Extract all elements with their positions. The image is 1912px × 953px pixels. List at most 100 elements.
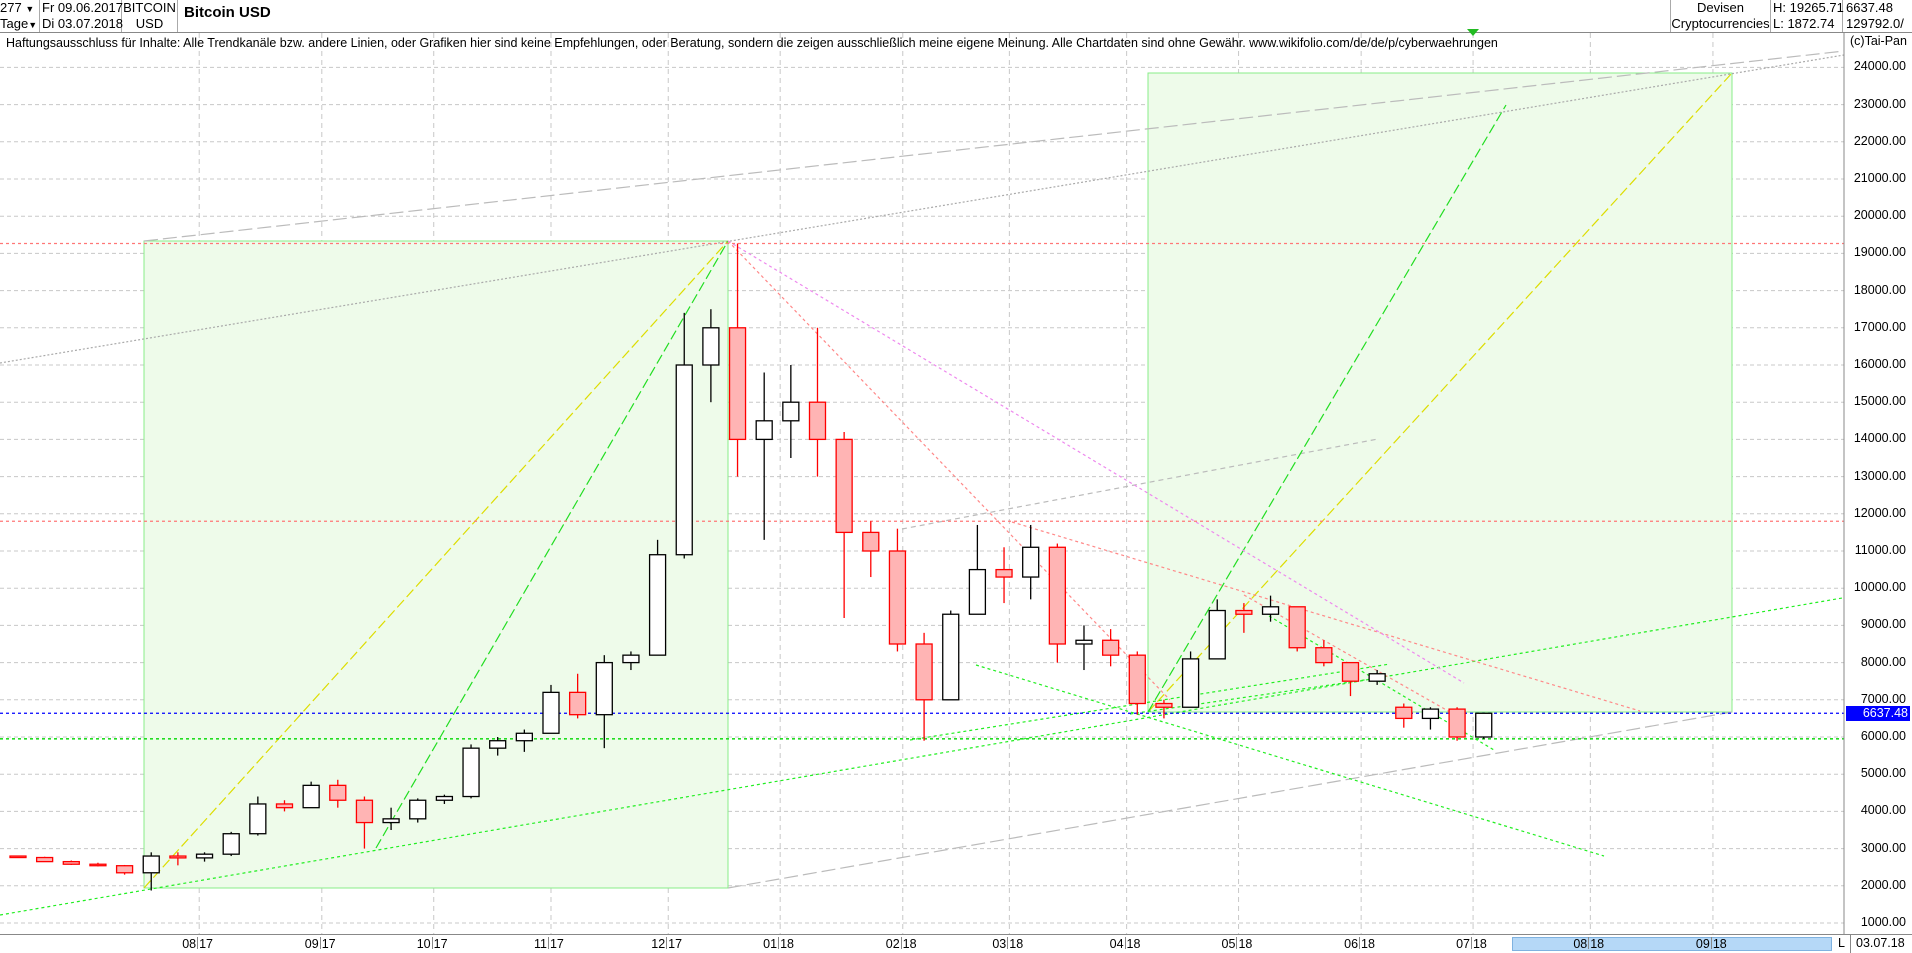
trendline-gray-upper[interactable]: [143, 50, 1845, 242]
candle: [1315, 640, 1333, 667]
candle-body: [115, 865, 134, 874]
bar-count: 277: [0, 0, 22, 15]
range-flag[interactable]: L: [1838, 936, 1845, 950]
candle-body: [382, 818, 400, 824]
candle: [728, 243, 747, 477]
candle-body: [35, 856, 54, 863]
candle-body: [1315, 647, 1333, 664]
candle: [489, 737, 507, 756]
tick-month: 05: [1221, 937, 1236, 951]
tick-mark: [778, 937, 780, 949]
candle: [1128, 651, 1146, 715]
candle: [249, 796, 267, 836]
candle-body: [648, 554, 667, 656]
trendline-green-2[interactable]: [1147, 104, 1507, 713]
tick-month: 04: [1109, 937, 1124, 951]
tick-mark: [1124, 937, 1126, 949]
candle-body: [302, 784, 320, 809]
candle: [115, 864, 134, 875]
time-tick-label: 04 18: [1109, 937, 1141, 951]
interval-dropdown[interactable]: Tage▼: [0, 16, 39, 32]
candle: [542, 684, 560, 734]
date-range[interactable]: Fr 09.06.2017 Di 03.07.2018: [40, 0, 123, 32]
trendline-green-1[interactable]: [375, 240, 729, 849]
candle: [302, 781, 320, 809]
candle-body: [329, 784, 347, 801]
time-tick-label: 07 18: [1456, 937, 1487, 951]
candle-body: [249, 803, 267, 835]
price-tick-label: 4000.00: [1860, 803, 1906, 818]
candle: [1261, 595, 1280, 622]
support-line-long[interactable]: [0, 585, 1912, 916]
high-low: H: 19265.71 L: 1872.74: [1771, 0, 1844, 32]
period-selector[interactable]: 277 ▼ Tage▼: [0, 0, 40, 32]
trendline-yellow-1[interactable]: [143, 240, 729, 889]
candle: [89, 862, 107, 867]
tick-mark: [1359, 937, 1361, 949]
candle: [515, 729, 533, 752]
candle: [808, 327, 827, 477]
bar-count-dropdown[interactable]: 277 ▼: [0, 0, 39, 16]
candle: [1341, 661, 1360, 697]
tick-month: 07: [1456, 937, 1470, 951]
resistance-red-1[interactable]: [727, 240, 1171, 701]
candle-body: [489, 740, 507, 749]
tick-month: 09: [304, 937, 319, 951]
price-tick-label: 12000.00: [1853, 505, 1906, 520]
tick-month: 03: [992, 937, 1007, 951]
candle: [355, 796, 374, 849]
resistance-pink[interactable]: [727, 240, 1465, 684]
candle: [888, 528, 907, 652]
candle: [1448, 707, 1466, 741]
tick-year: 18: [780, 937, 794, 951]
resistance-red-2[interactable]: [1011, 521, 1641, 712]
time-tick-label: 12 17: [651, 937, 682, 951]
candle: [1395, 703, 1413, 728]
price-tick-label: 16000.00: [1853, 357, 1906, 371]
candle-body: [169, 855, 187, 859]
channel-line-down-1[interactable]: [975, 664, 1605, 857]
candle-body: [275, 803, 294, 809]
trendline-gray-lower[interactable]: [727, 711, 1733, 889]
price-tick-label: 11000.00: [1854, 543, 1906, 557]
from-date[interactable]: Fr 09.06.2017: [42, 0, 123, 15]
to-date[interactable]: Di 03.07.2018: [42, 16, 123, 31]
candle: [275, 800, 294, 812]
support-line-feb[interactable]: [909, 663, 1391, 741]
candle: [835, 431, 853, 618]
price-tick-label: 6000.00: [1860, 729, 1906, 743]
chevron-down-icon: ▼: [28, 20, 38, 30]
tick-year: 17: [433, 937, 448, 951]
resistance-red-3[interactable]: [1243, 594, 1465, 721]
candle-body: [515, 732, 533, 742]
tick-mark: [1236, 937, 1238, 949]
time-range-scrollbar[interactable]: [1512, 937, 1832, 951]
candle: [1421, 707, 1440, 730]
candle-body: [142, 855, 160, 874]
price-tick-label: 24000.00: [1853, 59, 1906, 74]
candle: [1101, 629, 1120, 667]
candle-body: [595, 661, 613, 716]
time-tick-label: 09 18: [1696, 937, 1727, 951]
time-axis[interactable]: 08 17 09 17 10 17 11 17 12 17 01 18 02 18 03 18 04 18 05 18…: [0, 934, 1912, 953]
tick-mark: [1470, 937, 1472, 949]
time-tick-label: 10 17: [417, 937, 448, 951]
candle-body: [568, 691, 587, 716]
candle-body: [942, 613, 960, 701]
candle-body: [995, 568, 1013, 578]
candle: [35, 856, 54, 863]
tick-year: 18: [1126, 937, 1141, 951]
candle-body: [1101, 639, 1120, 656]
trendline-yellow-2[interactable]: [1147, 72, 1733, 713]
tick-mark: [1588, 937, 1590, 949]
trendline-gray-dotted[interactable]: [0, 54, 1845, 364]
price-tick-label: 1000.00: [1860, 915, 1906, 929]
candle: [622, 651, 640, 671]
candle: [595, 655, 613, 749]
price-tick-label: 22000.00: [1853, 133, 1906, 148]
last-price: 6637.48: [1846, 0, 1893, 15]
tick-mark: [1710, 937, 1712, 949]
candle: [169, 852, 187, 866]
tick-year: 18: [902, 937, 917, 951]
